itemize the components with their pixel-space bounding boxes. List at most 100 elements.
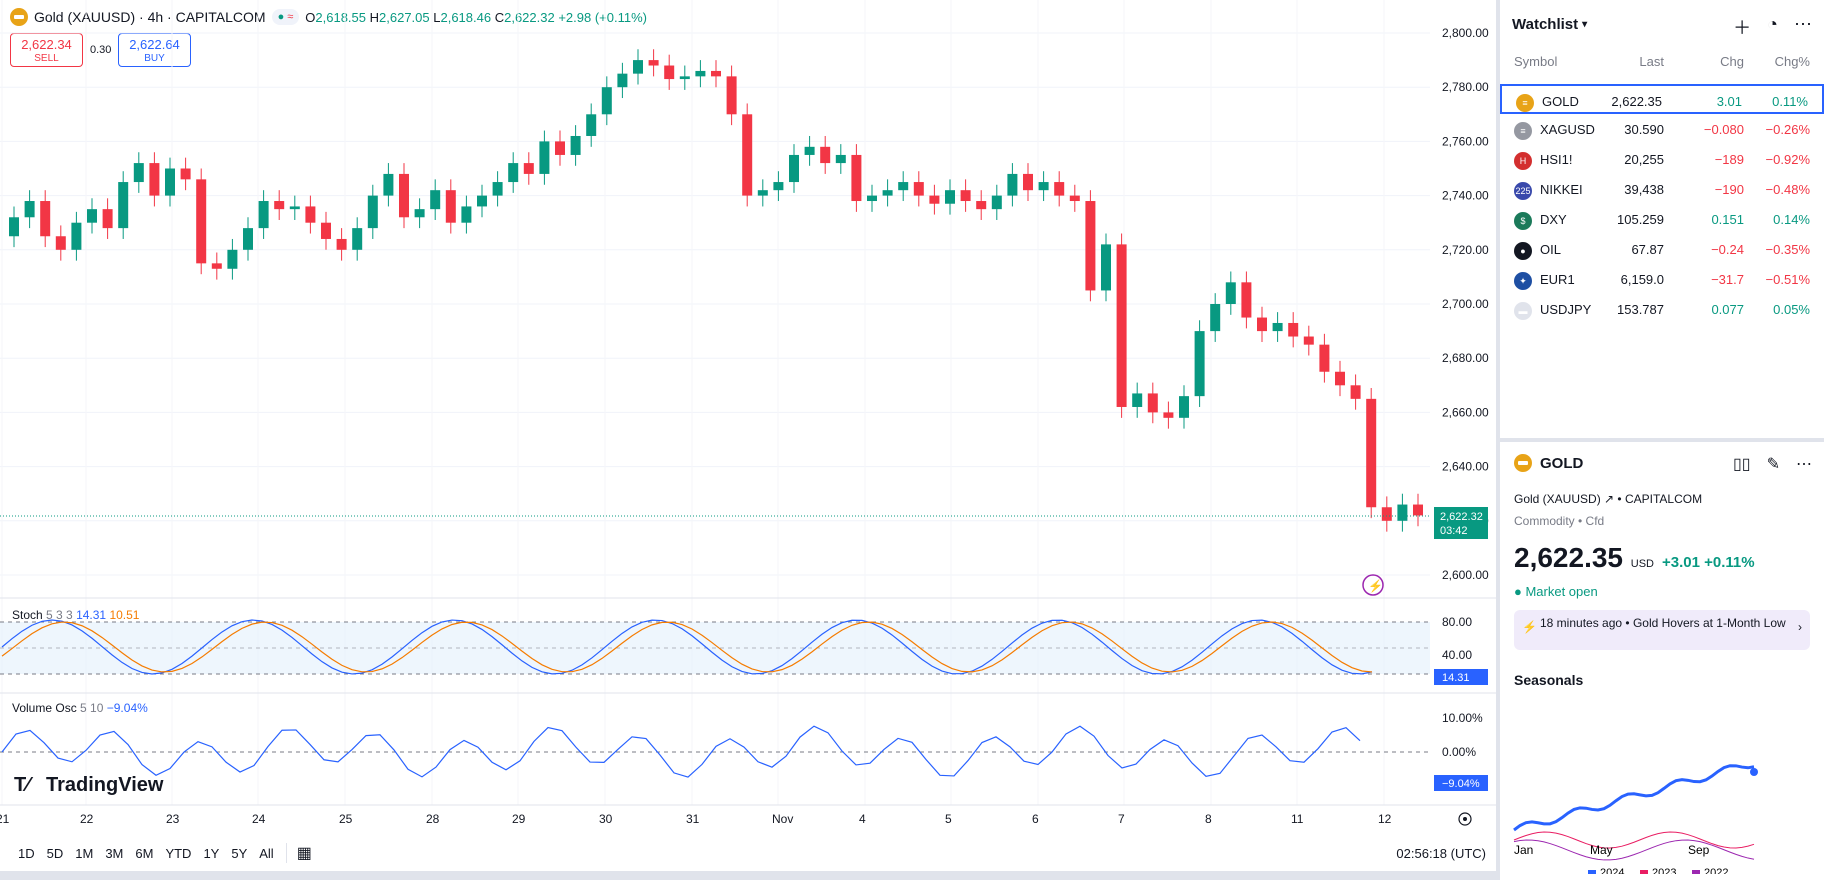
timeframe-1y[interactable]: 1Y: [203, 845, 220, 861]
time-tick: 31: [686, 812, 700, 826]
row-chg: −189: [1714, 152, 1744, 167]
row-chgp: 0.05%: [1773, 302, 1810, 317]
candle-body: [1163, 412, 1174, 418]
row-symbol: XAGUSD: [1540, 122, 1595, 137]
sell-button[interactable]: 2,622.34 SELL: [10, 33, 83, 67]
candle-body: [492, 182, 503, 196]
candle-body: [1085, 201, 1096, 291]
open-value: 2,618.55: [315, 9, 366, 25]
watchlist-row[interactable]: ≡ GOLD 2,622.35 3.01 0.11%: [1500, 84, 1824, 114]
edit-icon[interactable]: ✎: [1766, 456, 1780, 473]
row-chgp: −0.92%: [1765, 152, 1810, 167]
candle-body: [336, 238, 347, 250]
candle-body: [1257, 317, 1267, 332]
svg-text:40.00: 40.00: [1442, 648, 1472, 662]
candle-body: [1069, 195, 1080, 202]
timeframe-all[interactable]: All: [259, 845, 274, 861]
price-axis: 2,800.00 2,780.00 2,760.00 2,740.00 2,720.00…: [1442, 26, 1489, 582]
candle-body: [1350, 385, 1361, 399]
svg-text:2022: 2022: [1704, 867, 1728, 874]
watchlist-row[interactable]: ✦ EUR1 6,159.0 −31.7 −0.51%: [1500, 264, 1824, 294]
timeframe-6m[interactable]: 6M: [135, 845, 154, 861]
candle-body: [726, 76, 737, 115]
candle-body: [1272, 322, 1283, 332]
watchlist-row[interactable]: $ DXY 105.259 0.151 0.14%: [1500, 204, 1824, 234]
timeframe-ytd[interactable]: YTD: [165, 845, 192, 861]
chart-icon[interactable]: ◔: [1767, 14, 1778, 34]
buy-button[interactable]: 2,622.64 BUY: [118, 33, 191, 67]
utc-clock[interactable]: 02:56:18 (UTC): [1396, 845, 1486, 861]
watchlist-row[interactable]: ▬ USDJPY 153.787 0.077 0.05%: [1500, 294, 1824, 324]
timeframe-1m[interactable]: 1M: [75, 845, 94, 861]
timeframe-5y[interactable]: 5Y: [231, 845, 248, 861]
more-icon[interactable]: ⋯: [1794, 14, 1812, 34]
time-tick: 28: [426, 812, 440, 826]
timeframe-5d[interactable]: 5D: [46, 845, 64, 861]
chart-panel[interactable]: Gold (XAUUSD) · 4h · CAPITALCOM ● ≈ O2,61…: [0, 0, 1496, 835]
details-category: Commodity • Cfd: [1514, 514, 1605, 528]
candle-body: [1225, 282, 1236, 304]
low-value: 2,618.46: [440, 9, 492, 25]
status-pill[interactable]: ● ≈: [271, 9, 300, 25]
calendar-icon[interactable]: ▦: [296, 845, 312, 862]
watchlist-row[interactable]: 225 NIKKEI 39,438 −190 −0.48%: [1500, 174, 1824, 204]
row-chg: 0.151: [1711, 212, 1744, 227]
symbol-title[interactable]: Gold (XAUUSD) · 4h · CAPITALCOM: [34, 9, 266, 25]
more-icon[interactable]: ⋯: [1796, 456, 1812, 473]
timeframe-3m[interactable]: 3M: [105, 845, 124, 861]
timeframe-1d[interactable]: 1D: [18, 845, 35, 861]
row-chgp: −0.26%: [1765, 122, 1810, 137]
price-tick: 2,780.00: [1442, 80, 1489, 94]
spread-value: 0.30: [90, 44, 112, 56]
row-symbol: NIKKEI: [1540, 182, 1583, 197]
candle-body: [851, 154, 862, 202]
candle-body: [149, 163, 160, 196]
candle-body: [1210, 304, 1221, 332]
watchlist-row[interactable]: H HSI1! 20,255 −189 −0.92%: [1500, 144, 1824, 174]
row-chgp: −0.35%: [1765, 242, 1810, 257]
settings-icon[interactable]: [1458, 812, 1472, 826]
candle-body: [211, 263, 222, 269]
news-item[interactable]: ⚡ 18 minutes ago • Gold Hovers at 1-Mont…: [1514, 610, 1810, 650]
candle-body: [586, 114, 597, 136]
symbol-icon: H: [1514, 152, 1532, 170]
candle-body: [633, 60, 643, 74]
candle-body: [570, 135, 581, 155]
lightning-icon[interactable]: ⚡: [1362, 574, 1384, 596]
row-last: 6,159.0: [1620, 272, 1664, 287]
chart-canvas[interactable]: 2,800.00 2,780.00 2,760.00 2,740.00 2,720.00…: [0, 0, 1496, 835]
svg-text:80.00: 80.00: [1442, 615, 1472, 629]
row-chg: 3.01: [1716, 94, 1742, 109]
watchlist-row[interactable]: ≡ XAGUSD 30.590 −0.080 −0.26%: [1500, 114, 1824, 144]
row-last: 67.87: [1631, 242, 1664, 257]
watchlist-panel: Watchlist ▾ ＋ ◔ ⋯ Symbol Last Chg Chg% ≡ G…: [1500, 0, 1824, 880]
candle-body: [71, 222, 82, 250]
candle-body: [274, 201, 285, 210]
symbol-details: GOLD ▯▯ ✎ ⋯ Gold (XAUUSD) ↗ • CAPITALCOM…: [1500, 438, 1824, 880]
time-axis: 21 22 23 24 25 28 29 30 31 Nov 4 5 6 7 8 11 12: [0, 812, 1392, 826]
plus-icon[interactable]: ＋: [1733, 18, 1752, 38]
price-tick: 2,720.00: [1442, 243, 1489, 257]
candle-body: [1132, 393, 1143, 407]
row-symbol: GOLD: [1542, 94, 1579, 109]
candle-body: [945, 190, 955, 204]
candle-body: [617, 73, 628, 88]
time-tick: Nov: [772, 812, 793, 826]
candle-body: [196, 179, 207, 264]
time-tick: 4: [859, 812, 866, 826]
candle-body: [555, 141, 565, 155]
row-chgp: −0.51%: [1765, 272, 1810, 287]
watchlist-row[interactable]: ● OIL 67.87 −0.24 −0.35%: [1500, 234, 1824, 264]
candle-body: [679, 76, 690, 80]
price-tick: 2,640.00: [1442, 460, 1489, 474]
watchlist-title[interactable]: Watchlist ▾: [1512, 16, 1588, 33]
candle-body: [383, 173, 394, 196]
candle-body: [882, 190, 893, 196]
seasonals-chart[interactable]: Jan May Sep 2024 2023 2022: [1500, 694, 1824, 874]
candle-body: [867, 195, 877, 202]
svg-text:May: May: [1590, 843, 1613, 857]
row-last: 105.259: [1617, 212, 1664, 227]
candle-body: [789, 154, 799, 183]
candle-body: [399, 173, 409, 218]
layout-icon[interactable]: ▯▯: [1732, 456, 1751, 473]
